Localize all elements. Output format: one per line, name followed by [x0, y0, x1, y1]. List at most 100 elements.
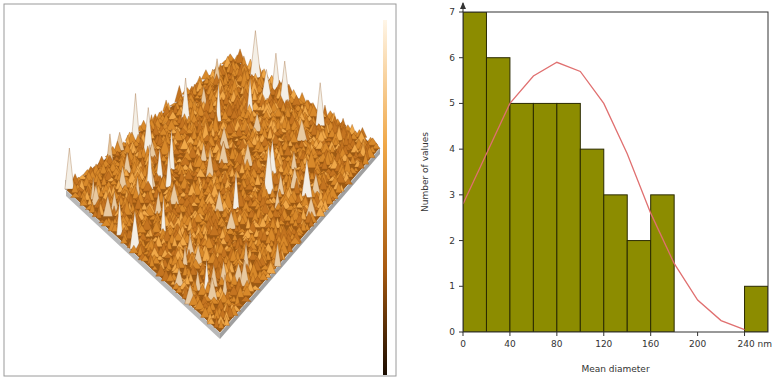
surface-peak — [129, 245, 138, 253]
surface-peak — [163, 268, 170, 271]
surface-peak — [220, 238, 227, 245]
surface-peak — [335, 183, 342, 193]
surface-peak — [348, 170, 353, 177]
surface-peak — [201, 70, 211, 80]
surface-peak — [117, 199, 123, 235]
surface-peak — [202, 246, 211, 261]
surface-peak — [115, 151, 120, 156]
surface-peak — [199, 188, 205, 199]
surface-peak — [233, 120, 241, 131]
surface-peak — [188, 227, 196, 234]
surface-peak — [372, 143, 380, 149]
afm-image — [4, 4, 396, 376]
surface-peak — [80, 200, 88, 206]
surface-peak — [316, 206, 325, 217]
surface-peak — [296, 119, 307, 141]
surface-peak — [226, 211, 236, 229]
surface-peak — [291, 151, 298, 169]
surface-peak — [290, 120, 299, 130]
surface-peak — [96, 207, 101, 218]
surface-peak — [196, 169, 206, 177]
surface-peak — [182, 245, 187, 265]
surface-peak — [295, 194, 301, 203]
surface-peak — [274, 243, 281, 267]
surface-peak — [283, 146, 292, 156]
surface-peak — [328, 169, 337, 176]
surface-peak — [222, 163, 230, 169]
surface-peak — [301, 195, 309, 206]
surface-peak — [173, 129, 183, 141]
surface-peak — [89, 202, 95, 213]
surface-peak — [301, 220, 307, 231]
surface-peak — [186, 116, 191, 123]
surface-peak — [202, 225, 208, 235]
surface-peak — [131, 143, 137, 153]
surface-peak — [250, 31, 261, 78]
base-side — [220, 148, 380, 339]
surface-peak — [255, 173, 261, 185]
surface-peak — [131, 93, 139, 140]
surface-peak — [219, 141, 229, 163]
surface-peak — [309, 172, 314, 179]
surface-peak — [126, 220, 131, 227]
surface-peaks — [65, 31, 380, 329]
surface-peak — [233, 171, 239, 209]
surface-peak — [309, 218, 314, 227]
surface-peak — [137, 147, 142, 158]
surface-peak — [298, 140, 305, 147]
surface-peak — [172, 267, 182, 272]
surface-peak — [257, 144, 265, 152]
surface-peak — [270, 189, 275, 198]
surface-peak — [155, 192, 162, 214]
surface-peak — [252, 89, 257, 100]
surface-peak — [71, 182, 78, 192]
surface-peak — [254, 153, 259, 158]
surface-peak — [293, 220, 298, 227]
surface-peak — [275, 203, 283, 210]
surface-peak — [343, 134, 349, 145]
surface-peak — [70, 192, 80, 197]
surface-peak — [240, 217, 246, 225]
surface-peak — [103, 196, 113, 217]
surface-peak — [199, 161, 207, 170]
surface-peak — [190, 259, 201, 269]
surface-peak — [277, 174, 284, 195]
surface-peak — [149, 255, 154, 266]
surface-peak — [206, 149, 214, 177]
surface-peak — [205, 196, 215, 204]
surface-peak — [159, 178, 166, 190]
surface-peak — [363, 153, 369, 164]
surface-peak — [351, 144, 359, 153]
surface-peak — [267, 204, 276, 207]
surface-peak — [143, 181, 154, 191]
surface-peak — [154, 146, 163, 149]
surface-peak — [232, 233, 237, 240]
surface-peak — [188, 184, 196, 196]
surface-peak — [295, 155, 301, 163]
surface-peak — [330, 146, 335, 153]
surface-peak — [326, 192, 333, 204]
surface-peak — [288, 140, 293, 146]
surface-peak — [208, 99, 214, 112]
surface-peak — [234, 226, 239, 232]
base-side — [66, 190, 220, 339]
surface-base — [66, 58, 380, 333]
surface-peak — [98, 190, 104, 197]
colorbar — [383, 20, 387, 375]
surface-peak — [256, 167, 262, 173]
surface-peak — [230, 110, 238, 119]
surface-peak — [212, 143, 222, 153]
surface-peak — [266, 262, 276, 274]
surface-peak — [164, 206, 172, 212]
surface-peak — [221, 110, 229, 120]
surface-peak — [239, 163, 245, 173]
surface-peak — [289, 214, 294, 224]
surface-peak — [292, 95, 301, 105]
surface-peak — [176, 154, 184, 157]
surface-peak — [223, 56, 232, 67]
surface-peak — [110, 180, 118, 185]
surface-peak — [100, 160, 111, 167]
surface-peak — [181, 78, 190, 120]
surface-peak — [261, 182, 268, 199]
surface-peak — [173, 104, 178, 113]
